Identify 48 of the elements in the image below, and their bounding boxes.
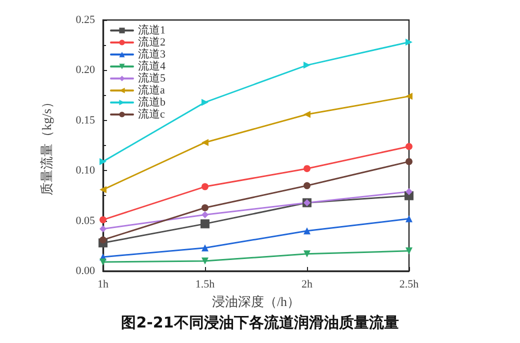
point <box>406 38 412 46</box>
y-tick-label: 0.25 <box>76 14 96 26</box>
point <box>304 182 310 190</box>
x-axis-title: 浸油深度（/h） <box>212 294 300 309</box>
point <box>304 227 310 234</box>
point <box>202 98 208 106</box>
point <box>406 158 412 166</box>
legend-label: 流道c <box>138 108 165 120</box>
point <box>406 247 412 254</box>
point <box>202 204 208 212</box>
legend-label: 流道5 <box>138 72 166 84</box>
legend-label: 流道2 <box>138 36 166 48</box>
point <box>202 257 208 264</box>
point <box>304 110 310 118</box>
x-tick-label: 2.5h <box>399 278 420 290</box>
legend-label: 流道b <box>138 96 166 108</box>
y-axis-title: 质量流量（kg/s） <box>39 96 54 196</box>
point <box>100 186 106 194</box>
point <box>406 143 412 150</box>
y-tick-label: 0.15 <box>76 114 96 126</box>
y-tick-label: 0.00 <box>76 265 96 277</box>
point <box>100 216 106 224</box>
x-tick-label: 2h <box>302 278 313 290</box>
point <box>304 62 310 69</box>
point <box>406 188 412 196</box>
point <box>100 258 106 266</box>
legend-label: 流道3 <box>138 48 166 60</box>
point <box>200 219 210 228</box>
text: 图2-21不同浸油下各流道润滑油质量流量 <box>121 314 399 332</box>
point <box>406 215 412 222</box>
point <box>202 211 208 218</box>
point <box>304 165 310 172</box>
y-tick-label: 0.20 <box>76 64 96 76</box>
point <box>100 236 106 244</box>
point <box>304 250 310 258</box>
legend-label: 流道4 <box>138 60 166 72</box>
y-tick-label: 0.05 <box>76 214 96 227</box>
legend-label: 流道1 <box>138 24 166 36</box>
y-tick-label: 0.10 <box>76 164 96 177</box>
x-tick-label: 1h <box>98 278 109 290</box>
legend-label: 流道a <box>138 84 165 96</box>
point <box>100 225 106 232</box>
x-tick-label: 1.5h <box>195 278 216 290</box>
point <box>100 158 106 166</box>
point <box>202 138 208 146</box>
point <box>202 244 208 252</box>
point <box>406 92 412 100</box>
point <box>202 183 208 190</box>
